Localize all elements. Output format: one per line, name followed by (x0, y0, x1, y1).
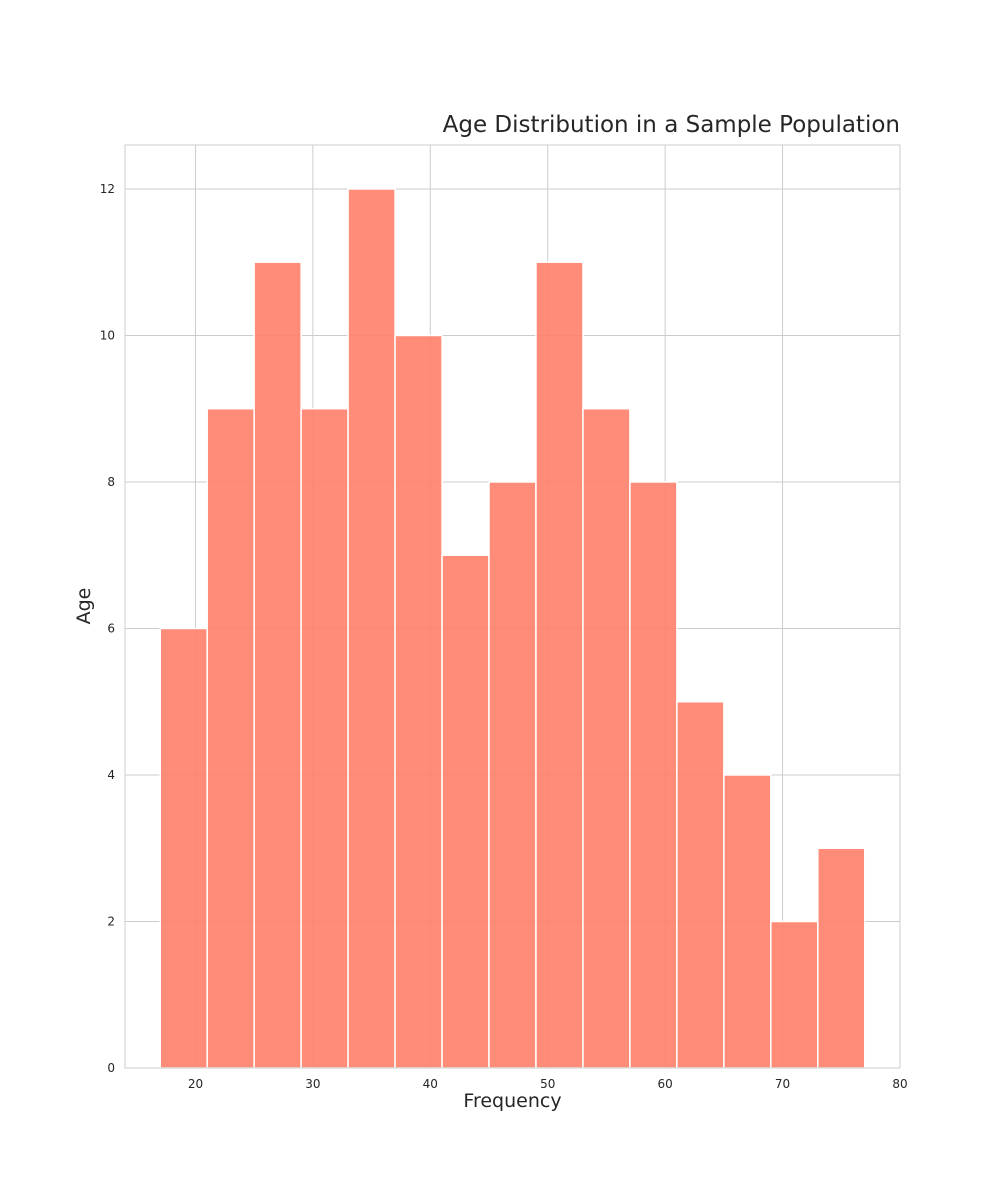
y-tick-label: 10 (100, 328, 115, 342)
histogram-bar (394, 334, 443, 1069)
histogram-bar (300, 407, 349, 1069)
histogram-bar (441, 554, 490, 1069)
histogram-bar (535, 261, 584, 1069)
x-tick-label: 50 (540, 1077, 555, 1091)
y-tick-label: 2 (107, 914, 115, 928)
x-tick-label: 30 (305, 1077, 320, 1091)
y-tick-labels: 0 2 4 6 8 10 12 (100, 182, 115, 1075)
y-tick-label: 8 (107, 475, 115, 489)
histogram-bar (159, 627, 208, 1069)
x-axis-label: Frequency (463, 1090, 562, 1112)
histogram-bar (488, 481, 537, 1069)
histogram-bar (253, 261, 302, 1069)
histogram-bar (582, 407, 631, 1069)
y-tick-label: 4 (107, 768, 115, 782)
histogram-bar (817, 847, 866, 1069)
x-tick-label: 40 (423, 1077, 438, 1091)
histogram-bar (723, 774, 772, 1069)
plot-frame (124, 144, 901, 1069)
histogram-bar (676, 700, 725, 1069)
x-tick-label: 20 (188, 1077, 203, 1091)
x-tick-labels: 20 30 40 50 60 70 80 (188, 1077, 908, 1091)
y-tick-label: 12 (100, 182, 115, 196)
y-tick-label: 0 (107, 1061, 115, 1075)
y-tick-label: 6 (107, 621, 115, 635)
histogram-bar (629, 481, 678, 1069)
chart-title: Age Distribution in a Sample Population (442, 112, 900, 138)
histogram-bar (770, 920, 819, 1069)
x-tick-label: 80 (892, 1077, 907, 1091)
histogram-bar (347, 188, 396, 1069)
y-axis-label: Age (73, 587, 95, 625)
x-tick-label: 60 (658, 1077, 673, 1091)
x-tick-label: 70 (775, 1077, 790, 1091)
histogram-bar (206, 407, 255, 1069)
histogram-bars (159, 188, 866, 1069)
